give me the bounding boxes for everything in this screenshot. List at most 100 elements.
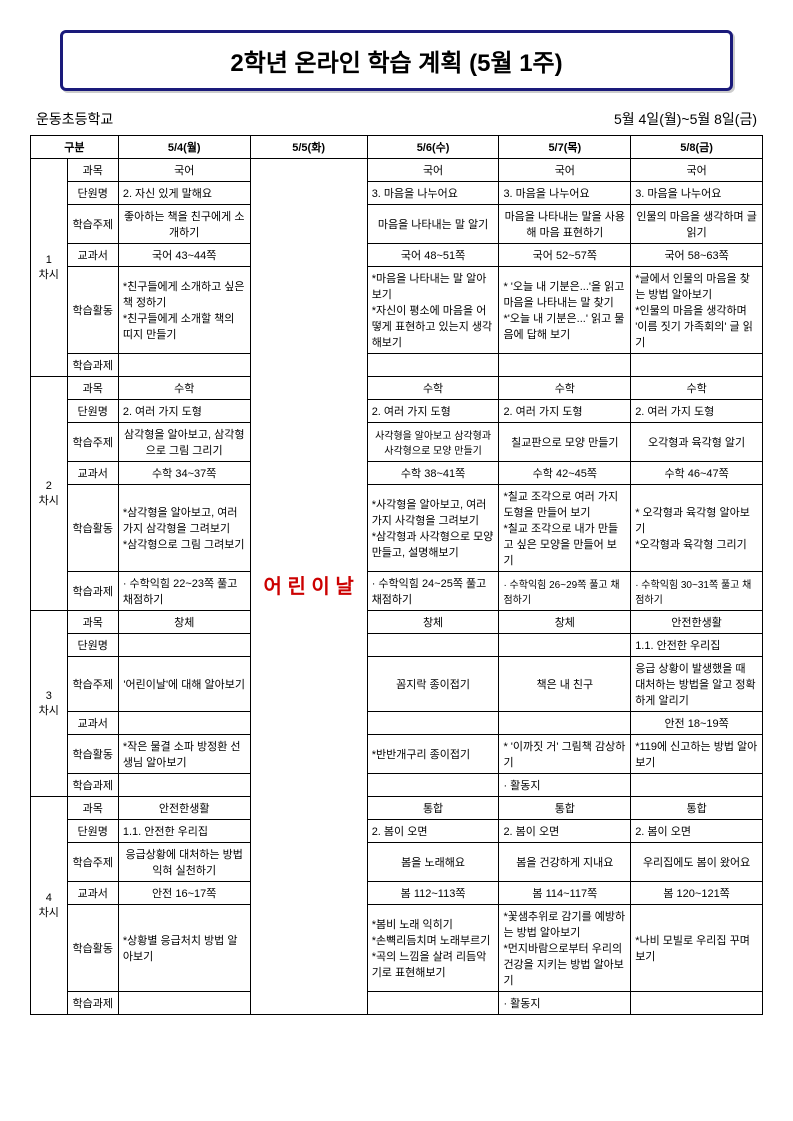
row-unit: 단원명: [67, 400, 118, 423]
p3-act-mon: *작은 물결 소파 방정환 선생님 알아보기: [118, 735, 250, 774]
p4-topic-fri: 우리집에도 봄이 왔어요: [631, 843, 763, 882]
p4-topic-mon: 응급상황에 대처하는 방법 익혀 실천하기: [118, 843, 250, 882]
p2-unit-wed: 2. 여러 가지 도형: [367, 400, 499, 423]
row-activity: 학습활동: [67, 905, 118, 992]
p1-act-thu: * '오늘 내 기분은...'을 읽고 마음을 나타내는 말 찾기 *'오늘 내…: [499, 267, 631, 354]
p4-subject-wed: 통합: [367, 797, 499, 820]
row-subject: 과목: [67, 159, 118, 182]
p3-unit-wed: [367, 634, 499, 657]
p2-tb-mon: 수학 34~37쪽: [118, 462, 250, 485]
p3-hw-thu: · 활동지: [499, 774, 631, 797]
p2-subject-wed: 수학: [367, 377, 499, 400]
p3-tb-fri: 안전 18~19쪽: [631, 712, 763, 735]
p3-subject-mon: 창체: [118, 611, 250, 634]
row-unit: 단원명: [67, 634, 118, 657]
p2-hw-fri: · 수학익힘 30~31쪽 풀고 채점하기: [631, 572, 763, 611]
row-topic: 학습주제: [67, 843, 118, 882]
row-unit: 단원명: [67, 182, 118, 205]
p3-tb-mon: [118, 712, 250, 735]
p1-hw-wed: [367, 354, 499, 377]
p3-unit-mon: [118, 634, 250, 657]
p4-unit-fri: 2. 봄이 오면: [631, 820, 763, 843]
holiday-cell: 어 린 이 날: [250, 159, 367, 1015]
p1-subject-fri: 국어: [631, 159, 763, 182]
p3-unit-thu: [499, 634, 631, 657]
row-homework: 학습과제: [67, 354, 118, 377]
p1-tb-wed: 국어 48~51쪽: [367, 244, 499, 267]
p4-unit-thu: 2. 봄이 오면: [499, 820, 631, 843]
p2-subject-mon: 수학: [118, 377, 250, 400]
p2-topic-thu: 칠교판으로 모양 만들기: [499, 423, 631, 462]
p2-act-mon: *삼각형을 알아보고, 여러 가지 삼각형을 그려보기 *삼각형으로 그림 그려…: [118, 485, 250, 572]
p3-hw-mon: [118, 774, 250, 797]
p4-subject-fri: 통합: [631, 797, 763, 820]
p4-hw-thu: · 활동지: [499, 992, 631, 1015]
row-textbook: 교과서: [67, 244, 118, 267]
p3-subject-thu: 창체: [499, 611, 631, 634]
p2-unit-mon: 2. 여러 가지 도형: [118, 400, 250, 423]
p4-tb-mon: 안전 16~17쪽: [118, 882, 250, 905]
p2-hw-wed: · 수학익힘 24~25쪽 풀고 채점하기: [367, 572, 499, 611]
p3-act-fri: *119에 신고하는 방법 알아보기: [631, 735, 763, 774]
p1-subject-mon: 국어: [118, 159, 250, 182]
p1-hw-thu: [499, 354, 631, 377]
p1-topic-fri: 인물의 마음을 생각하며 글 읽기: [631, 205, 763, 244]
meta-row: 운동초등학교 5월 4일(월)~5월 8일(금): [30, 109, 763, 135]
page-title: 2학년 온라인 학습 계획 (5월 1주): [230, 50, 562, 77]
p1-act-mon: *친구들에게 소개하고 싶은 책 정하기 *친구들에게 소개할 책의 띠지 만들…: [118, 267, 250, 354]
header-fri: 5/8(금): [631, 136, 763, 159]
period-3-label: 3 차시: [31, 611, 68, 797]
row-subject: 과목: [67, 377, 118, 400]
p4-unit-wed: 2. 봄이 오면: [367, 820, 499, 843]
schedule-table: 구분 5/4(월) 5/5(화) 5/6(수) 5/7(목) 5/8(금) 1 …: [30, 135, 763, 1015]
row-activity: 학습활동: [67, 267, 118, 354]
p2-act-wed: *사각형을 알아보고, 여러 가지 사각형을 그려보기 *삼각형과 사각형으로 …: [367, 485, 499, 572]
p1-tb-mon: 국어 43~44쪽: [118, 244, 250, 267]
p4-tb-thu: 봄 114~117쪽: [499, 882, 631, 905]
p3-topic-thu: 책은 내 친구: [499, 657, 631, 712]
p3-hw-fri: [631, 774, 763, 797]
p1-topic-wed: 마음을 나타내는 말 알기: [367, 205, 499, 244]
holiday-text: 어 린 이 날: [255, 565, 363, 609]
p2-tb-fri: 수학 46~47쪽: [631, 462, 763, 485]
p1-unit-mon: 2. 자신 있게 말해요: [118, 182, 250, 205]
p2-hw-mon: · 수학익힘 22~23쪽 풀고 채점하기: [118, 572, 250, 611]
p3-topic-fri: 응급 상황이 발생했을 때 대처하는 방법을 알고 정확하게 알리기: [631, 657, 763, 712]
header-wed: 5/6(수): [367, 136, 499, 159]
row-homework: 학습과제: [67, 572, 118, 611]
p2-tb-wed: 수학 38~41쪽: [367, 462, 499, 485]
p4-topic-wed: 봄을 노래해요: [367, 843, 499, 882]
p4-act-thu: *꽃샘추위로 감기를 예방하는 방법 알아보기 *먼지바람으로부터 우리의 건강…: [499, 905, 631, 992]
p3-act-wed: *반반개구리 종이접기: [367, 735, 499, 774]
period-4-label: 4 차시: [31, 797, 68, 1015]
row-homework: 학습과제: [67, 774, 118, 797]
p3-tb-wed: [367, 712, 499, 735]
p4-topic-thu: 봄을 건강하게 지내요: [499, 843, 631, 882]
row-textbook: 교과서: [67, 462, 118, 485]
p2-unit-thu: 2. 여러 가지 도형: [499, 400, 631, 423]
p1-hw-mon: [118, 354, 250, 377]
p1-act-wed: *마음을 나타내는 말 알아보기 *자신이 평소에 마음을 어떻게 표현하고 있…: [367, 267, 499, 354]
row-textbook: 교과서: [67, 882, 118, 905]
school-name: 운동초등학교: [36, 109, 113, 129]
p1-tb-thu: 국어 52~57쪽: [499, 244, 631, 267]
p2-act-fri: * 오각형과 육각형 알아보기 *오각형과 육각형 그리기: [631, 485, 763, 572]
row-topic: 학습주제: [67, 423, 118, 462]
p1-topic-mon: 좋아하는 책을 친구에게 소개하기: [118, 205, 250, 244]
p1-subject-wed: 국어: [367, 159, 499, 182]
p4-act-mon: *상황별 응급처치 방법 알아보기: [118, 905, 250, 992]
p1-topic-thu: 마음을 나타내는 말을 사용해 마음 표현하기: [499, 205, 631, 244]
p4-hw-mon: [118, 992, 250, 1015]
p4-subject-mon: 안전한생활: [118, 797, 250, 820]
p3-topic-mon: '어린이날'에 대해 알아보기: [118, 657, 250, 712]
row-activity: 학습활동: [67, 485, 118, 572]
p3-subject-wed: 창체: [367, 611, 499, 634]
p1-hw-fri: [631, 354, 763, 377]
p4-act-wed: *봄비 노래 익히기 *손뼉리듬치며 노래부르기 *곡의 느낌을 살려 리듬악기…: [367, 905, 499, 992]
p4-act-fri: *나비 모빌로 우리집 꾸며보기: [631, 905, 763, 992]
p2-act-thu: *칠교 조각으로 여러 가지 도형을 만들어 보기 *칠교 조각으로 내가 만들…: [499, 485, 631, 572]
p2-unit-fri: 2. 여러 가지 도형: [631, 400, 763, 423]
p4-subject-thu: 통합: [499, 797, 631, 820]
p3-subject-fri: 안전한생활: [631, 611, 763, 634]
row-subject: 과목: [67, 611, 118, 634]
